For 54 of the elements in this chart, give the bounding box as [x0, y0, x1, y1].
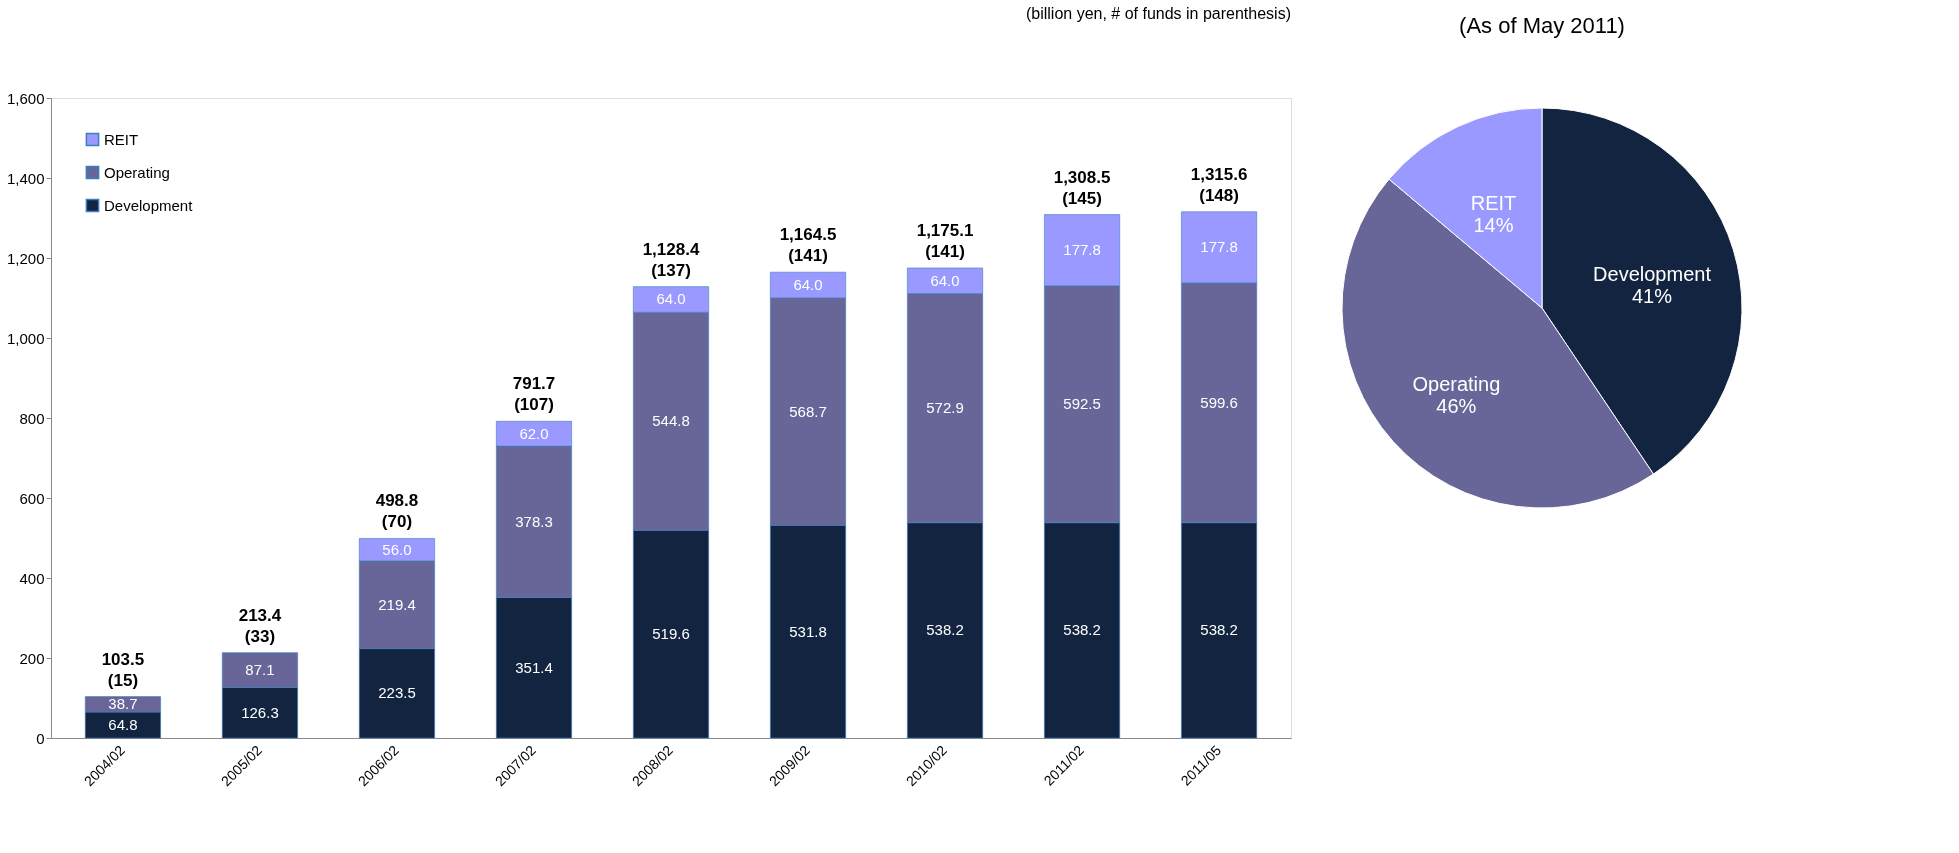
total-label: 103.5 (15) [101, 649, 145, 690]
data-label: 519.6 [652, 625, 690, 643]
y-tick-label: 600 [19, 489, 45, 507]
data-label: 64.0 [793, 276, 823, 293]
data-label: 56.0 [382, 540, 412, 558]
slice-label: REIT [1470, 191, 1517, 214]
data-label: 531.8 [789, 622, 827, 640]
data-label: 572.9 [926, 399, 964, 417]
data-label: 41% [1632, 284, 1673, 307]
total-label: 213.4 (33) [238, 605, 282, 646]
y-tick-label: 1,200 [6, 249, 45, 267]
total-label: 791.7 (107) [512, 374, 556, 415]
y-tick-label: 1,600 [6, 89, 45, 107]
data-label: 538.2 [926, 621, 964, 639]
total-label: 1,164.5 (141) [779, 225, 837, 266]
data-label: 46% [1436, 394, 1477, 417]
total-label: 1,308.5 (145) [1053, 167, 1111, 208]
data-label: 126.3 [241, 703, 279, 721]
y-tick-label: 1,400 [6, 169, 45, 187]
slice-label: Development [1593, 262, 1712, 285]
data-label: 219.4 [378, 595, 416, 613]
data-label: 599.6 [1200, 393, 1238, 411]
y-tick-label: 800 [19, 409, 45, 427]
chart-title: (As of May 2011) [1459, 13, 1625, 38]
data-label: 544.8 [652, 412, 690, 430]
data-label: 64.0 [656, 290, 686, 308]
slice-label: Operating [1412, 372, 1501, 395]
data-label: 14% [1473, 213, 1514, 236]
data-label: 378.3 [515, 512, 553, 530]
total-label: 1,128.4 (137) [642, 239, 700, 280]
data-label: 177.8 [1200, 238, 1238, 256]
legend-label: Operating [104, 163, 170, 181]
data-label: 351.4 [515, 658, 553, 676]
data-label: 62.0 [519, 424, 549, 442]
y-tick-label: 0 [36, 729, 45, 747]
y-tick-label: 200 [19, 649, 45, 667]
total-label: 498.8 (70) [375, 491, 419, 532]
data-label: 38.7 [108, 695, 138, 713]
total-label: 1,175.1 (141) [916, 220, 974, 261]
data-label: 592.5 [1063, 395, 1101, 413]
legend-label: Development [104, 196, 194, 214]
y-tick-label: 400 [19, 569, 45, 587]
data-label: 223.5 [378, 684, 416, 702]
data-label: 568.7 [789, 402, 827, 420]
data-label: 87.1 [245, 661, 275, 679]
y-tick-label: 1,000 [6, 329, 45, 347]
data-label: 538.2 [1063, 621, 1101, 639]
data-label: 64.0 [930, 271, 960, 289]
legend-label: REIT [104, 130, 139, 148]
data-label: 538.2 [1200, 621, 1238, 639]
total-label: 1,315.6 (148) [1190, 164, 1248, 205]
text: (billion yen, # of funds in parenthesis) [1025, 5, 1291, 22]
data-label: 177.8 [1063, 241, 1101, 259]
data-label: 64.8 [108, 716, 138, 734]
